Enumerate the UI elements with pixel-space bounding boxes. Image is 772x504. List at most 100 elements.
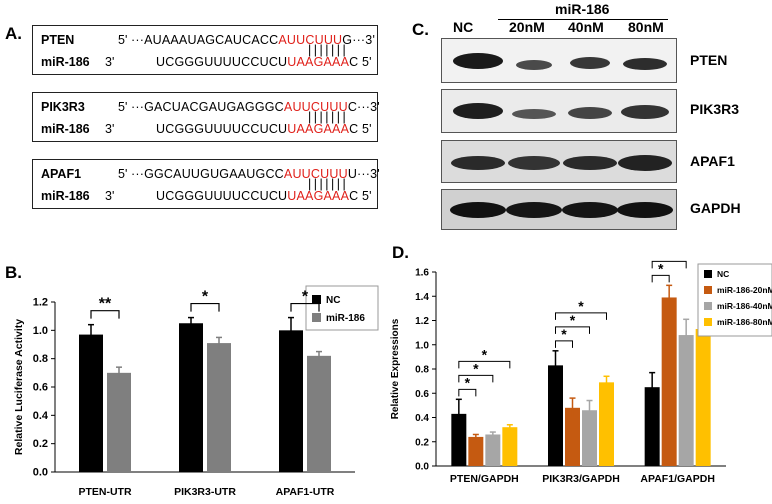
sequence-box: APAF1 5' ···GGCAUUGUGAAUGCCAUUCUUUU···3' ||… <box>32 159 380 209</box>
blot-band <box>617 202 673 218</box>
gene-seq-seed: AUUCUUU <box>283 100 348 114</box>
mirna-name: miR-186 <box>41 122 90 136</box>
blot-lane-20nm: 20nM <box>509 19 545 35</box>
category-label: APAF1-UTR <box>276 486 335 498</box>
significance-mark: * <box>666 258 672 262</box>
bar <box>678 335 694 466</box>
gene-name: PIK3R3 <box>41 100 85 114</box>
base-pairing-bars: ||||||| <box>308 177 349 191</box>
blot-row-pten <box>441 38 677 83</box>
significance-mark: * <box>473 360 479 376</box>
gene-5prime: 5' <box>118 100 128 114</box>
blot-image-pten <box>453 53 667 70</box>
y-tick-label: 1.0 <box>415 340 429 351</box>
significance-bracket <box>651 274 670 283</box>
sequence-box: PIK3R3 5' ···GACUACGAUGAGGGCAUUCUUUC···3' |… <box>32 92 380 142</box>
significance-bracket <box>458 388 477 397</box>
gene-name: PTEN <box>41 33 75 47</box>
mirna-seq-black: UCGGGUUUUCCUCU <box>156 189 288 203</box>
blot-label-pik3r3: PIK3R3 <box>690 101 740 117</box>
y-tick-label: 1.2 <box>33 297 48 309</box>
y-tick-label: 0.4 <box>33 410 49 422</box>
gene-seq-seed: AUUCUUU <box>283 167 348 181</box>
gene-5prime: 5' <box>118 33 128 47</box>
gene-sequence: ···GGCAUUGUGAAUGCCAUUCUUUU···3' <box>131 167 380 181</box>
y-tick-label: 0.2 <box>415 437 429 448</box>
bar <box>644 387 660 466</box>
y-tick-label: 0.0 <box>415 462 429 473</box>
y-tick-label: 0.0 <box>33 467 48 479</box>
mirna-sequence: UCGGGUUUUCCUCUUAAGAAAC 5' <box>156 55 372 69</box>
mirna-seq-seed: UAAGAAA <box>287 55 350 69</box>
significance-bracket <box>190 302 220 312</box>
y-tick-label: 1.6 <box>415 268 429 279</box>
blot-image-gapdh <box>450 202 673 218</box>
panel-label-d: D. <box>392 243 409 262</box>
blot-band <box>453 53 503 69</box>
significance-mark: * <box>465 374 471 390</box>
bar <box>661 297 677 466</box>
y-axis-label: Relative Expressions <box>390 318 401 419</box>
blot-label-pten: PTEN <box>690 52 728 68</box>
blot-band <box>450 202 506 218</box>
significance-bracket <box>458 374 494 383</box>
mirna-3prime: 3' <box>105 189 115 203</box>
legend-swatch <box>312 295 321 304</box>
y-tick-label: 1.2 <box>415 316 429 327</box>
gene-seq-black: ···GACUACGAUGAGGGC <box>131 100 284 114</box>
bar <box>582 410 597 466</box>
blot-image-apaf1 <box>451 155 672 171</box>
mirna-3prime: 3' <box>105 55 115 69</box>
mirna-sequence: UCGGGUUUUCCUCUUAAGAAAC 5' <box>156 122 372 136</box>
y-tick-label: 0.8 <box>415 365 429 376</box>
significance-bracket <box>555 340 573 348</box>
mirna-sequence: UCGGGUUUUCCUCUUAAGAAAC 5' <box>156 189 372 203</box>
bar <box>599 382 614 466</box>
bar <box>502 427 518 466</box>
blot-band <box>453 103 503 119</box>
legend-swatch <box>704 270 712 278</box>
blot-band <box>563 156 617 170</box>
panel-label-a: A. <box>5 24 22 43</box>
legend-swatch <box>704 286 712 294</box>
y-tick-label: 0.6 <box>33 382 48 394</box>
legend-swatch <box>704 302 712 310</box>
blot-band <box>451 156 505 170</box>
blot-group-line <box>498 19 668 20</box>
significance-bracket <box>651 260 687 269</box>
legend-box <box>305 285 379 331</box>
mirna-seq-seed: UAAGAAA <box>287 189 350 203</box>
bar <box>695 328 711 466</box>
blot-lane-80nm: 80nM <box>628 19 664 35</box>
significance-mark: * <box>202 289 209 306</box>
mirna-seq-black: UCGGGUUUUCCUCU <box>156 55 288 69</box>
y-tick-label: 1.0 <box>33 325 48 337</box>
mirna-3prime: 3' <box>105 122 115 136</box>
significance-mark: * <box>578 298 584 314</box>
gene-seq-seed: AUUCUUU <box>278 33 343 47</box>
category-label: APAF1/GAPDH <box>640 473 714 485</box>
gene-sequence: ···GACUACGAUGAGGGCAUUCUUUC···3' <box>131 100 380 114</box>
significance-bracket <box>458 360 511 369</box>
mirna-seq-tail: C 5' <box>349 122 372 136</box>
panel-label-c: C. <box>412 20 429 39</box>
legend-label: miR-186-80nM <box>717 317 772 327</box>
bar <box>451 413 467 466</box>
legend-swatch <box>312 313 321 322</box>
panel-label-b: B. <box>5 263 22 282</box>
bar <box>307 355 331 472</box>
blot-lane-nc: NC <box>453 19 474 35</box>
relative-expression-chart: 0.0 0.2 0.4 0.6 0.8 1.0 1.2 1.4 1.6 Relative Expr… <box>390 258 772 485</box>
significance-bracket <box>90 310 120 319</box>
blot-band <box>508 156 560 170</box>
category-label: PTEN/GAPDH <box>450 473 519 485</box>
blot-band <box>506 202 562 218</box>
significance-mark: * <box>302 289 309 306</box>
category-label: PTEN-UTR <box>78 486 131 498</box>
blot-band <box>562 202 618 218</box>
legend-label: miR-186-40nM <box>717 301 772 311</box>
significance-bracket <box>555 326 590 334</box>
base-pairing-bars: ||||||| <box>308 43 349 57</box>
luciferase-chart: 0.0 0.2 0.4 0.6 0.8 1.0 1.2 Relative Luciferase… <box>13 285 379 498</box>
blot-band <box>623 58 667 70</box>
